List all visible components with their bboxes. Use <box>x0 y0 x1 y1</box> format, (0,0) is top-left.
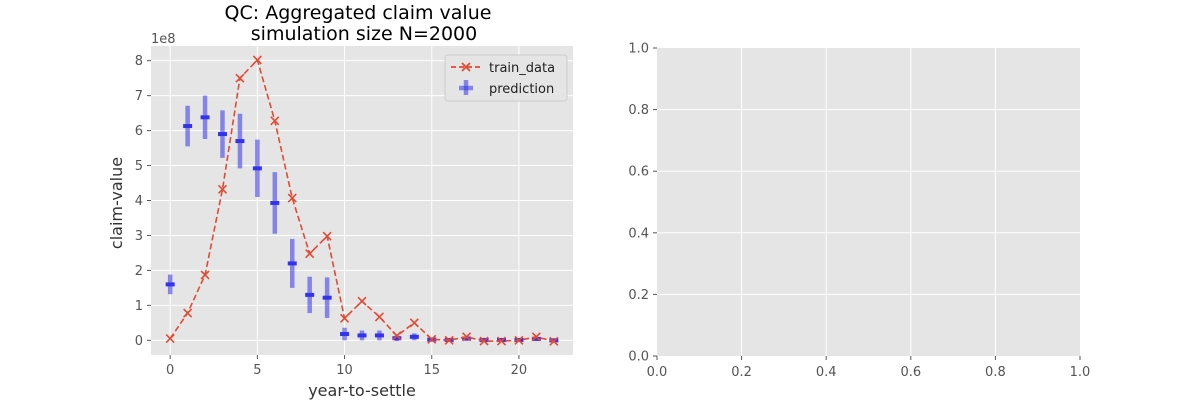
train-data-point <box>339 313 350 323</box>
train-data-point <box>322 231 332 241</box>
chart-title-line2: simulation size N=2000 <box>251 23 477 45</box>
train-data-point <box>549 336 559 346</box>
y-tick-label: 0.4 <box>628 226 649 241</box>
y-tick-label: 8 <box>135 54 143 69</box>
x-tick-label: 1.0 <box>1070 365 1091 380</box>
y-tick-label: 0 <box>135 334 143 349</box>
y-tick-label: 0.0 <box>628 350 649 365</box>
ticks-right: 0.0 0.2 0.4 0.6 0.8 1.0 0.0 0.2 0.4 0.6 0.8 1.0 <box>628 42 1090 381</box>
plot-area-right <box>657 48 1080 356</box>
legend-train-marker-icon <box>461 62 471 72</box>
train-data-point <box>235 73 245 83</box>
train-data-point <box>217 184 228 194</box>
x-tick-label: 0.4 <box>816 365 837 380</box>
train-data-point <box>183 308 193 318</box>
train-data-point <box>462 332 472 342</box>
train-data-point <box>287 193 297 203</box>
y-tick-label: 4 <box>135 194 143 209</box>
train-data-point <box>357 296 367 306</box>
y-tick-label: 5 <box>135 159 143 174</box>
chart-title-line1: QC: Aggregated claim value <box>225 2 492 24</box>
x-tick-label: 15 <box>423 363 440 378</box>
legend-train-label: train_data <box>489 61 555 76</box>
gridlines-right <box>657 48 1080 356</box>
x-tick-label: 0.0 <box>647 365 668 380</box>
train-data-point <box>479 336 489 346</box>
x-axis-label: year-to-settle <box>308 381 416 400</box>
train-data-point <box>514 335 524 345</box>
y-tick-label: 3 <box>135 229 143 244</box>
series-left <box>165 55 559 346</box>
train-data-point <box>409 318 419 328</box>
train-data-point <box>427 334 437 344</box>
y-tick-label: 0.2 <box>628 288 649 303</box>
y-tick-label: 0.6 <box>628 165 649 180</box>
gridlines-left <box>151 46 573 355</box>
train-data-point <box>252 55 262 65</box>
train-data-point <box>305 249 315 259</box>
y-tick-label: 2 <box>135 264 143 279</box>
x-tick-label: 10 <box>336 363 353 378</box>
legend-prediction-label: prediction <box>489 82 554 97</box>
x-tick-label: 0.2 <box>731 365 752 380</box>
ticks-left: 0 5 10 15 20 0 1 2 3 4 5 6 7 8 <box>135 54 527 378</box>
chart-left: 0 5 10 15 20 0 1 2 3 4 5 6 7 8 QC: Aggregated claim v… <box>107 2 573 400</box>
x-tick-label: 0 <box>166 363 174 378</box>
train-data-point <box>496 336 507 346</box>
legend: train_data prediction <box>444 54 568 102</box>
train-data-point <box>531 332 541 342</box>
x-tick-label: 5 <box>253 363 261 378</box>
y-axis-label: claim-value <box>107 157 126 249</box>
x-tick-label: 0.6 <box>900 365 921 380</box>
train-data-point <box>165 334 175 344</box>
x-tick-label: 20 <box>511 363 528 378</box>
y-tick-label: 1.0 <box>628 42 649 57</box>
y-tick-label: 6 <box>135 124 143 139</box>
train-data-point <box>444 335 454 345</box>
x-tick-label: 0.8 <box>985 365 1006 380</box>
y-tick-label: 1 <box>135 299 143 314</box>
y-offset-label: 1e8 <box>151 32 176 47</box>
chart-right: 0.0 0.2 0.4 0.6 0.8 1.0 0.0 0.2 0.4 0.6 0.8 1.0 <box>628 42 1090 381</box>
train-data-point <box>270 116 280 126</box>
train-data-point <box>200 270 210 280</box>
train-data-point <box>392 331 402 341</box>
y-tick-label: 7 <box>135 89 143 104</box>
train-data-point <box>374 312 385 322</box>
y-tick-label: 0.8 <box>628 103 649 118</box>
